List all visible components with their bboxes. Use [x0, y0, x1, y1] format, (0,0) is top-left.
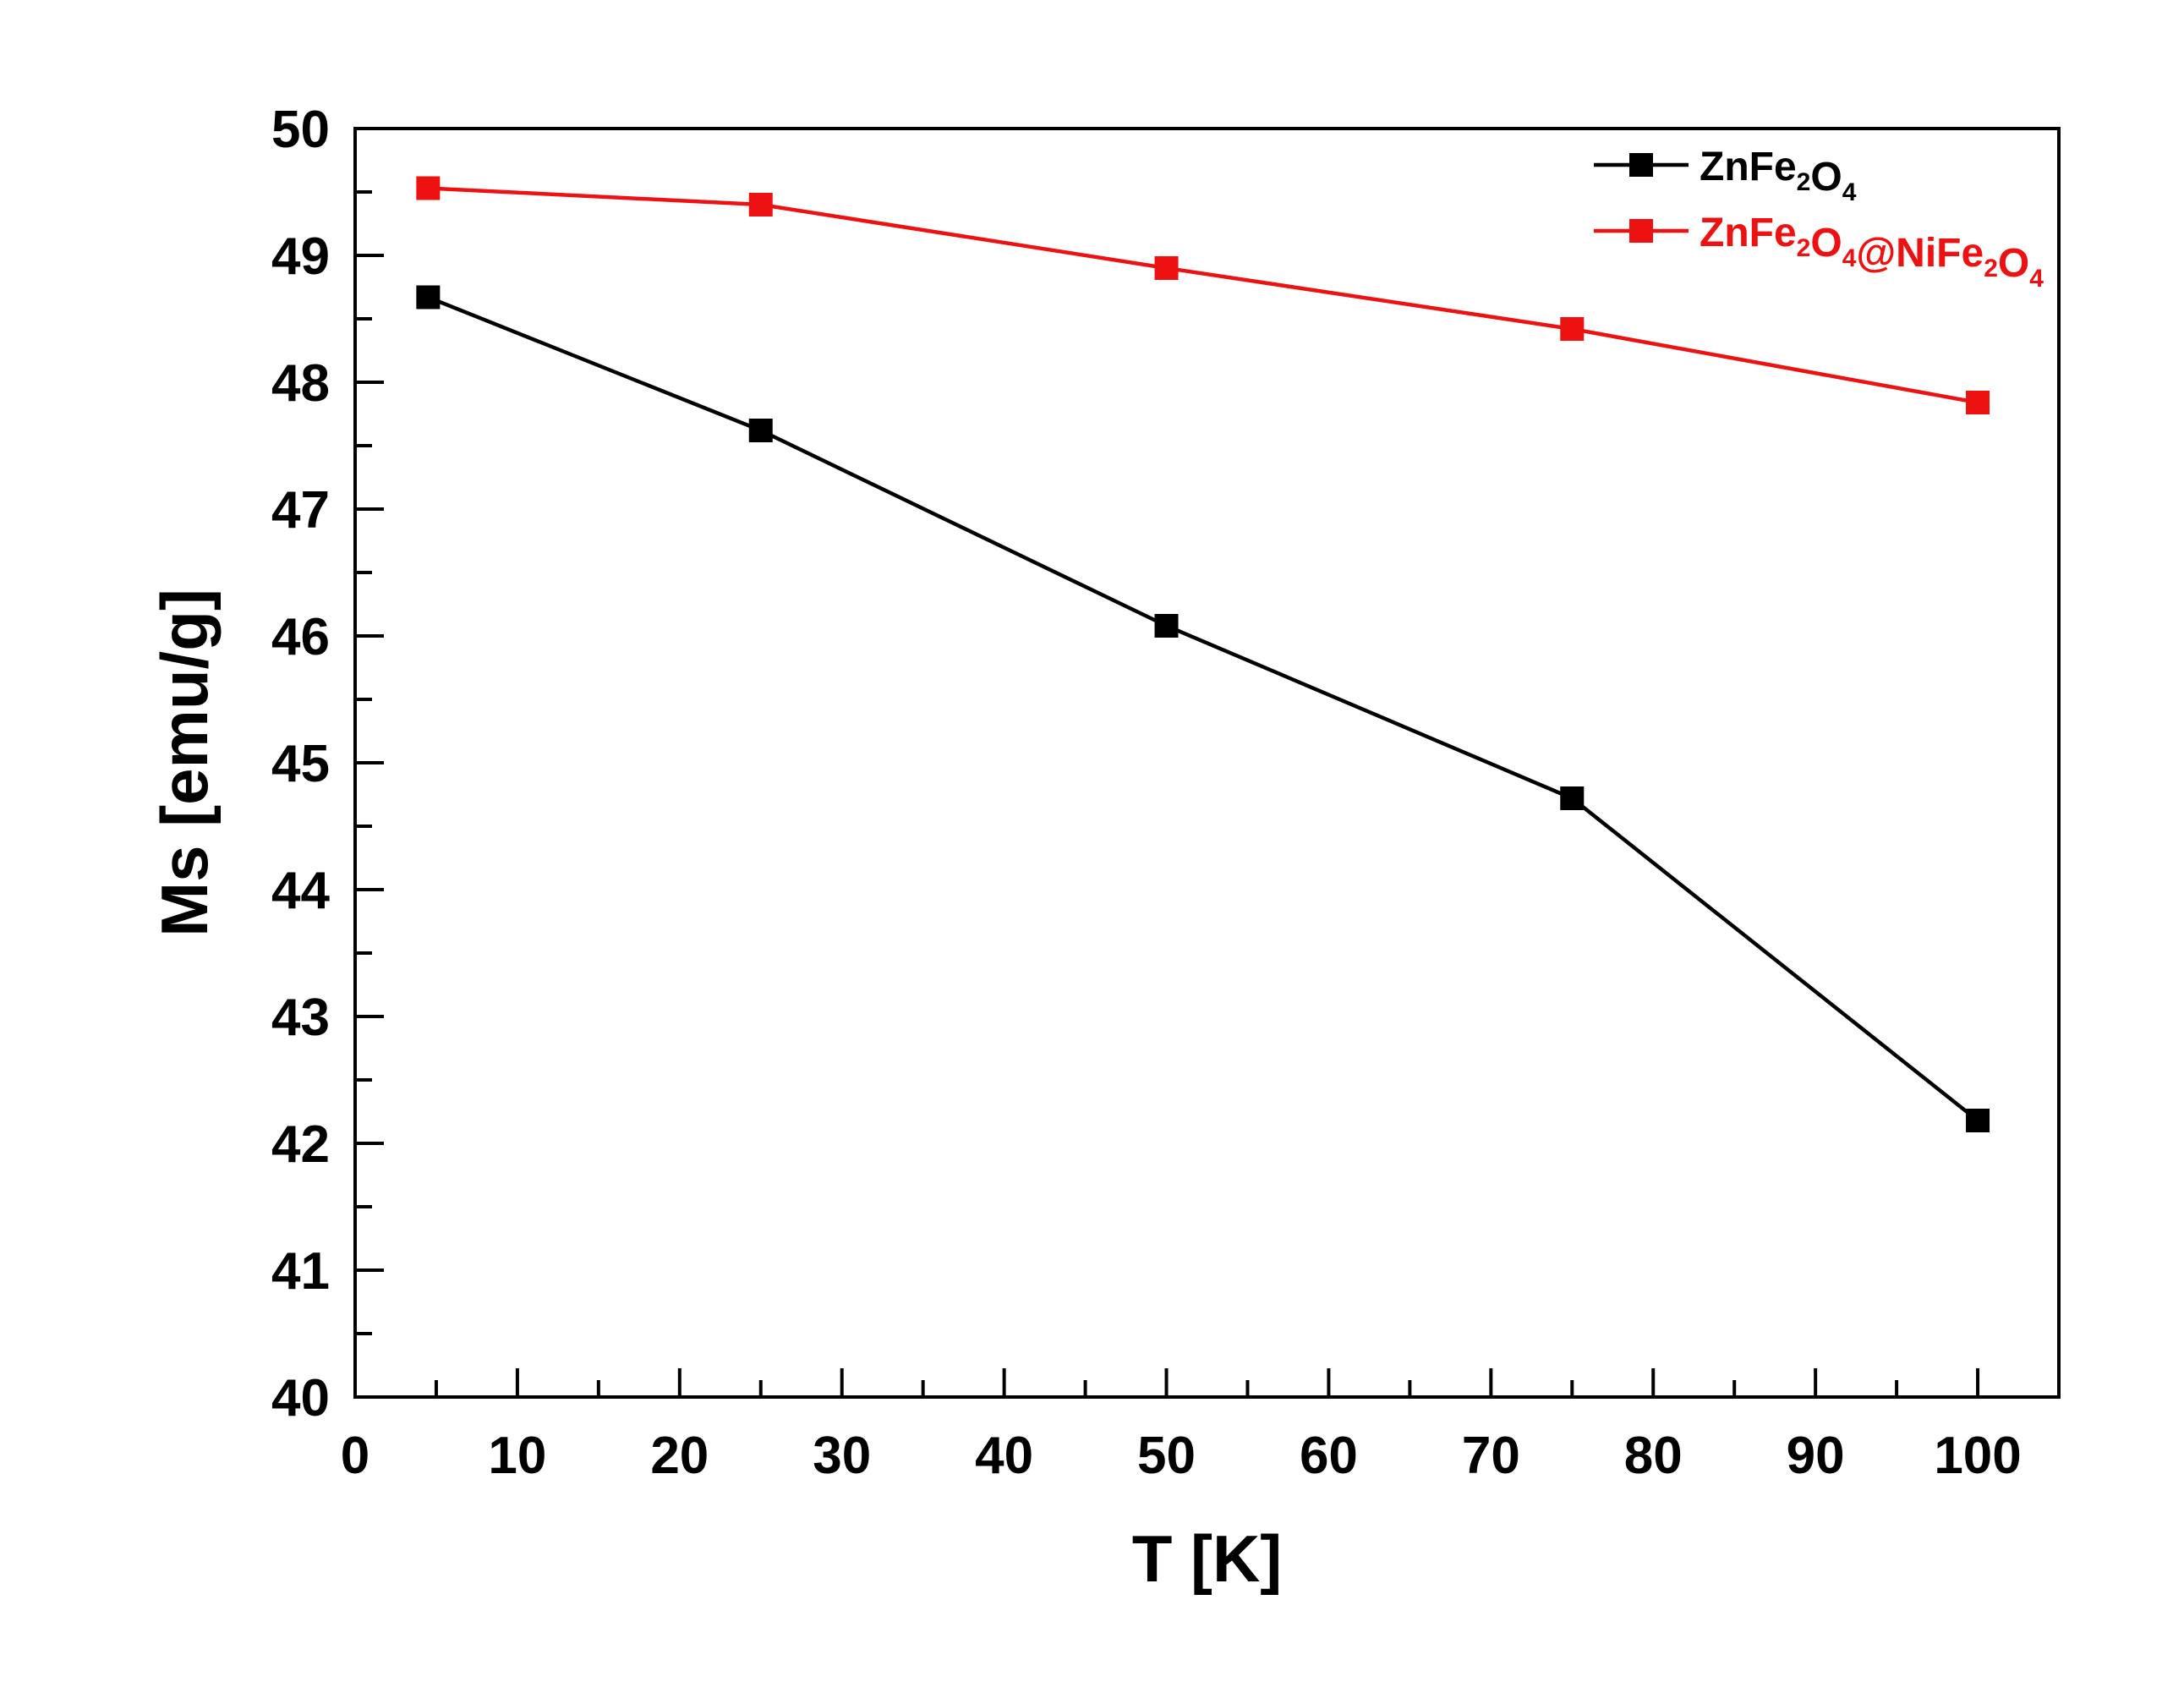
- series-0: [416, 285, 1990, 1132]
- legend-text: O: [1810, 155, 1842, 200]
- y-tick-label: 45: [271, 735, 330, 793]
- data-point: [416, 176, 441, 200]
- legend-text: ZnFe: [1700, 145, 1797, 189]
- legend-subscript: 4: [2029, 265, 2044, 293]
- y-tick-label: 49: [271, 227, 330, 286]
- legend-text: O: [1810, 221, 1842, 266]
- legend-marker: [1629, 219, 1653, 243]
- data-point: [1966, 1109, 1990, 1132]
- data-point: [416, 285, 441, 310]
- x-axis-title: T [K]: [1132, 1521, 1283, 1596]
- data-point: [1560, 786, 1585, 810]
- y-tick-label: 47: [271, 481, 330, 540]
- legend-text: @NiFe: [1856, 231, 1984, 276]
- x-tick-label: 10: [488, 1427, 546, 1485]
- data-point: [748, 419, 773, 442]
- x-tick-label: 50: [1137, 1427, 1196, 1485]
- y-tick-label: 44: [271, 862, 330, 920]
- x-tick-label: 0: [341, 1427, 369, 1485]
- data-point: [1560, 317, 1585, 341]
- y-axis-title: Ms [emu/g]: [147, 589, 222, 937]
- y-tick-label: 50: [271, 101, 330, 159]
- y-tick-label: 48: [271, 354, 330, 413]
- y-tick-label: 43: [271, 989, 330, 1047]
- legend-text: O: [1998, 241, 2029, 286]
- x-tick-label: 30: [813, 1427, 871, 1485]
- legend-subscript: 2: [1797, 168, 1811, 196]
- y-tick-label: 41: [271, 1242, 330, 1301]
- legend-label: ZnFe2O4: [1700, 145, 1857, 206]
- x-tick-label: 90: [1787, 1427, 1845, 1485]
- data-point: [1154, 256, 1179, 280]
- y-tick-label: 42: [271, 1115, 330, 1174]
- plot-layer: 0 10 20 30 40 50 60 70 80 90 100404142434445464748…: [147, 101, 2061, 1596]
- data-point: [748, 193, 773, 216]
- y-tick-label: 46: [271, 608, 330, 666]
- x-tick-label: 60: [1300, 1427, 1358, 1485]
- y-tick-label: 40: [271, 1369, 330, 1427]
- legend-text: ZnFe: [1700, 211, 1797, 255]
- series-1: [416, 176, 1990, 414]
- x-tick-label: 70: [1462, 1427, 1520, 1485]
- legend-label: ZnFe2O4@NiFe2O4: [1700, 211, 2044, 293]
- legend-subscript: 2: [1797, 234, 1811, 262]
- x-tick-label: 40: [975, 1427, 1033, 1485]
- x-tick-label: 20: [650, 1427, 709, 1485]
- data-point: [1154, 614, 1179, 638]
- legend-marker: [1629, 153, 1653, 177]
- legend-item-1: ZnFe2O4@NiFe2O4: [1594, 211, 2044, 293]
- x-tick-label: 80: [1624, 1427, 1683, 1485]
- legend-subscript: 4: [1842, 244, 1857, 272]
- x-tick-label: 100: [1934, 1427, 2021, 1485]
- data-point: [1966, 391, 1990, 414]
- legend-item-0: ZnFe2O4: [1594, 145, 1857, 206]
- legend-subscript: 4: [1842, 178, 1857, 206]
- legend-subscript: 2: [1984, 255, 1998, 282]
